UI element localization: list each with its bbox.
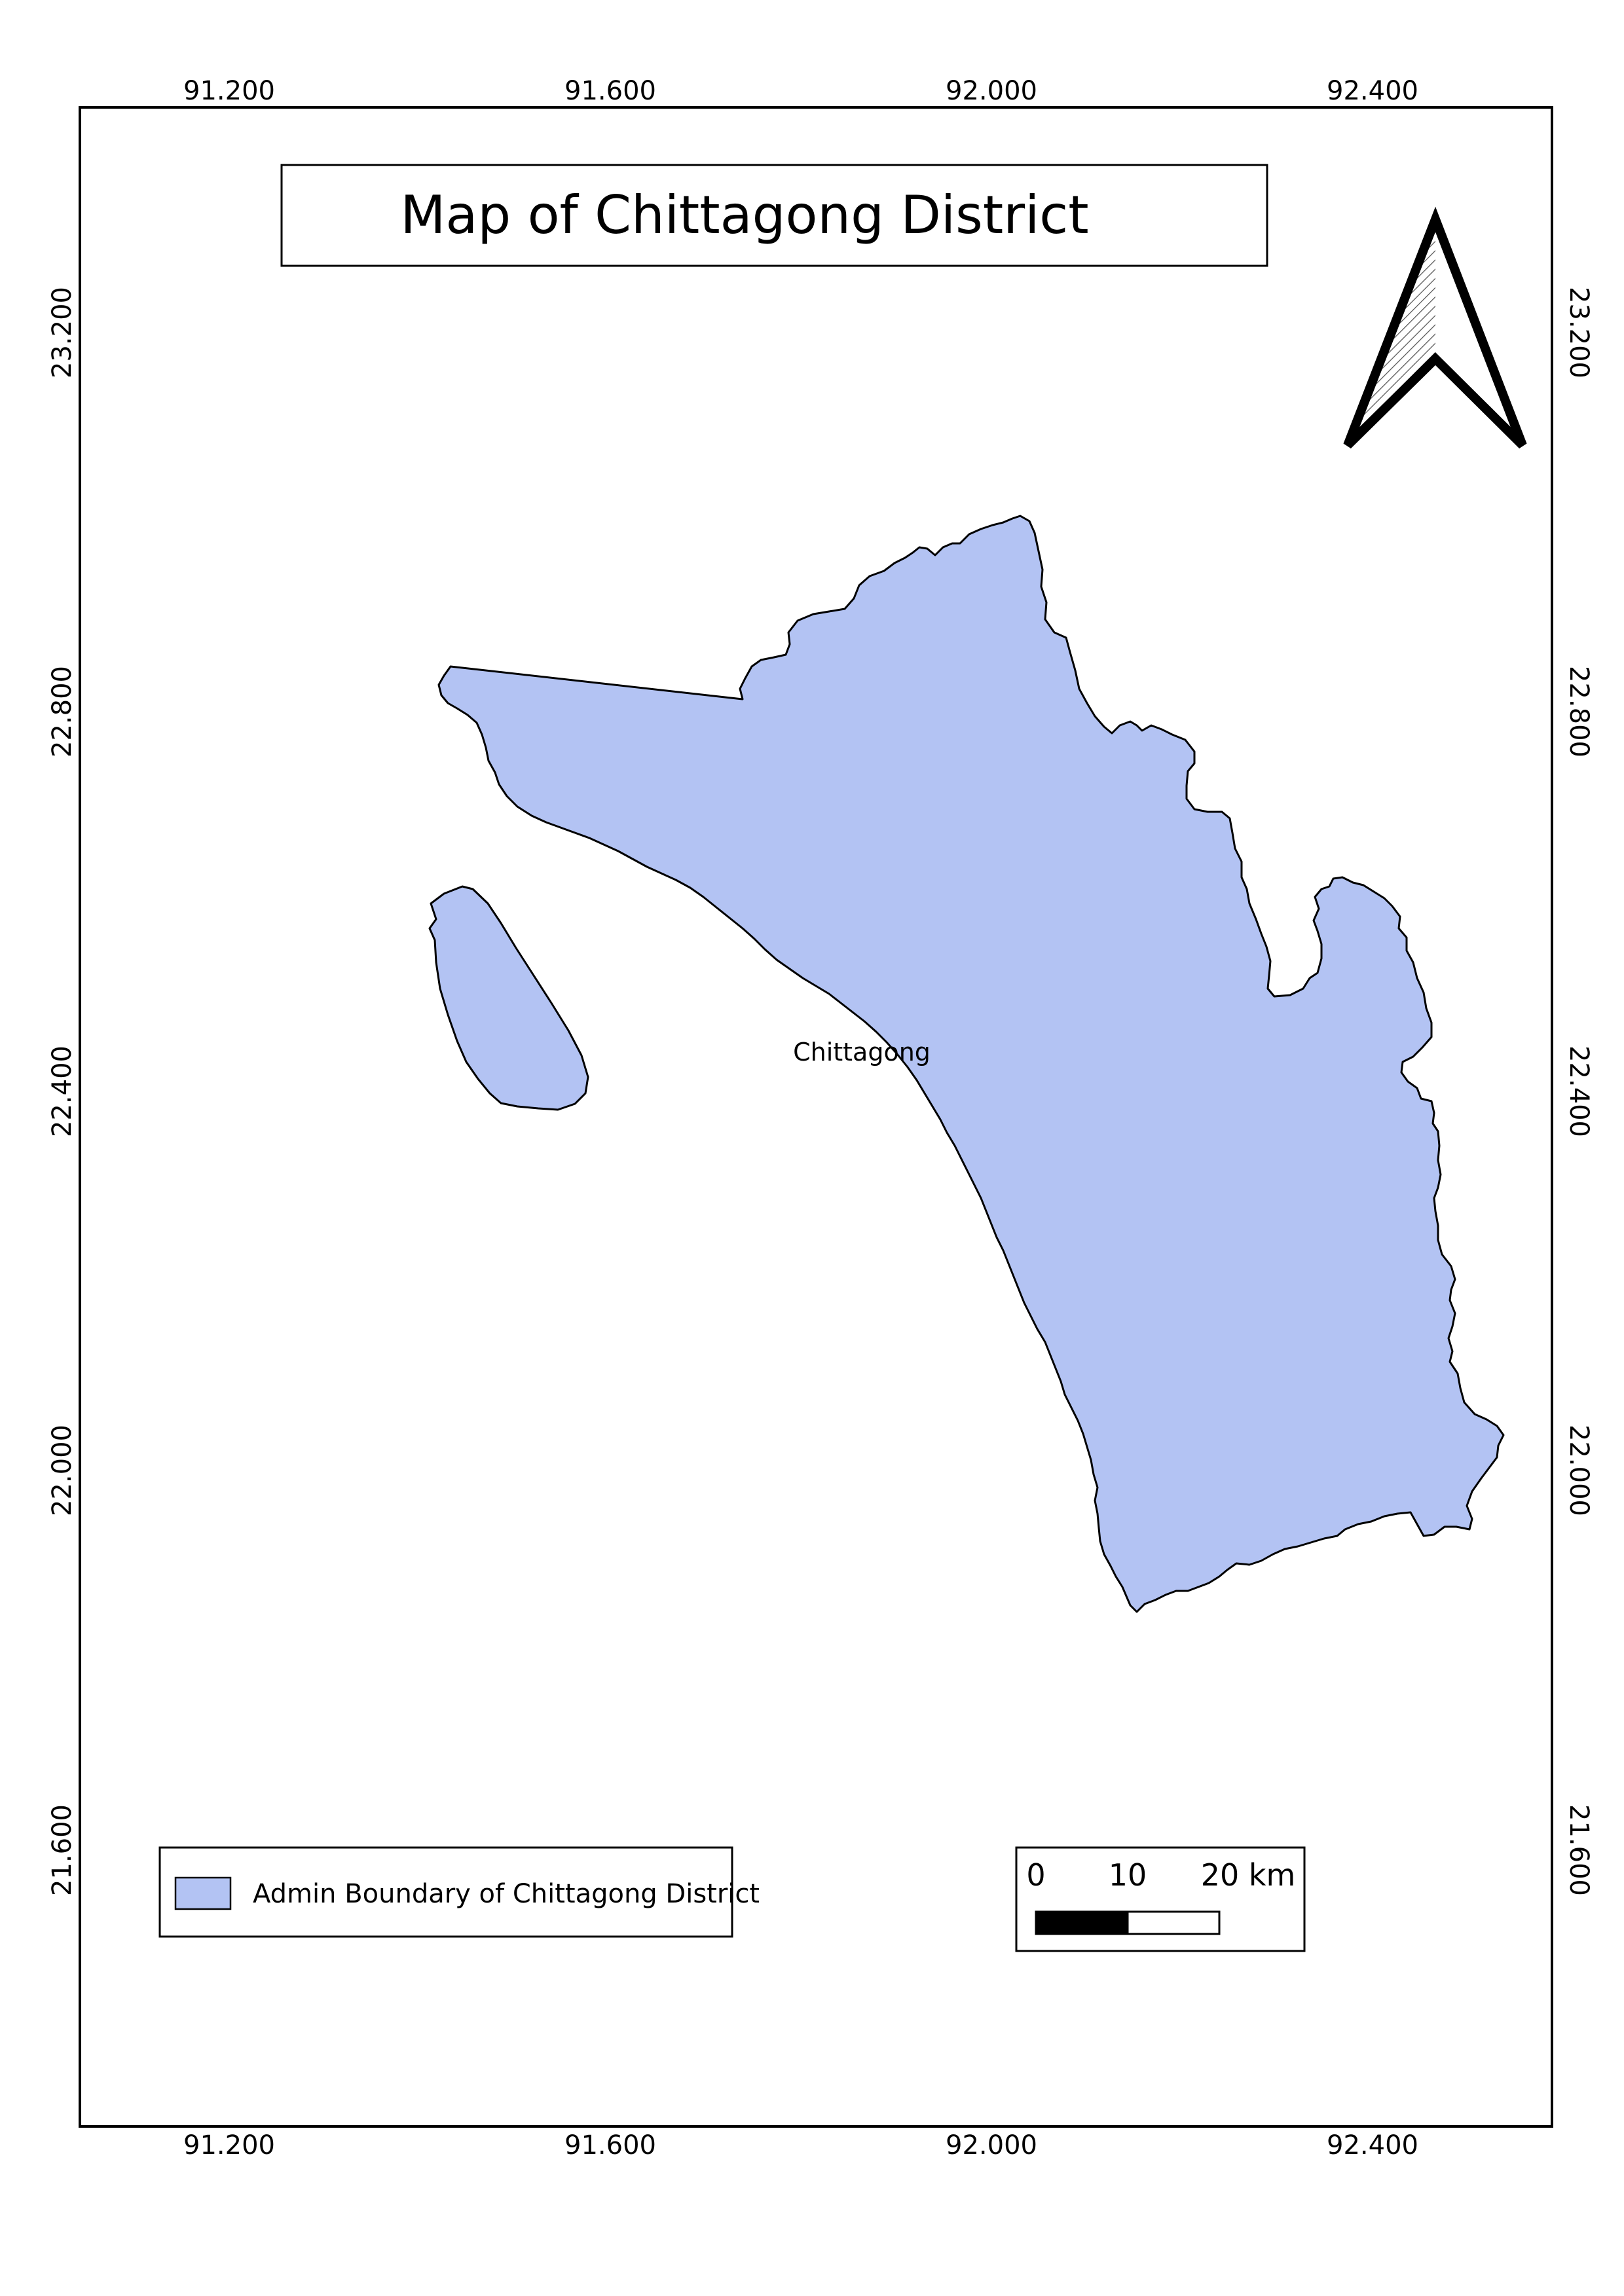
scale-bar: 0 10 20 km: [1015, 1846, 1306, 1952]
island-boundary: [428, 885, 589, 1111]
left-tick-label: 22.800: [47, 666, 77, 757]
bottom-tick-label: 91.200: [183, 2130, 275, 2160]
right-tick-label: 23.200: [1564, 287, 1594, 378]
left-tick-label: 23.200: [47, 287, 77, 378]
right-tick-label: 22.800: [1564, 666, 1594, 757]
top-tick-label: 92.400: [1327, 76, 1418, 106]
title-box: Map of Chittagong District: [280, 164, 1268, 267]
scale-label-20: 20 km: [1201, 1857, 1296, 1893]
top-tick-label: 91.200: [183, 76, 275, 106]
bottom-tick-label: 91.600: [564, 2130, 656, 2160]
top-axis-labels: 91.200 91.600 92.000 92.400: [183, 76, 1418, 106]
bottom-axis-labels: 91.200 91.600 92.000 92.400: [183, 2130, 1418, 2160]
district-region: [437, 515, 1505, 1613]
scale-segment-black: [1035, 1910, 1129, 1935]
right-axis-labels: 23.200 22.800 22.400 22.000 21.600: [1564, 287, 1594, 1896]
place-label-chittagong: Chittagong: [793, 1038, 931, 1066]
left-tick-label: 22.000: [47, 1425, 77, 1516]
map-frame: [79, 106, 1553, 2128]
bottom-tick-label: 92.400: [1327, 2130, 1418, 2160]
scale-label-10: 10: [1109, 1857, 1147, 1893]
right-tick-label: 21.600: [1564, 1804, 1594, 1896]
scale-segment-white: [1126, 1910, 1221, 1935]
legend-swatch: [174, 1876, 232, 1910]
scale-label-0: 0: [1026, 1857, 1045, 1893]
map-title: Map of Chittagong District: [400, 185, 1088, 246]
left-tick-label: 22.400: [47, 1046, 77, 1137]
legend-box: [158, 1846, 733, 1938]
top-tick-label: 92.000: [946, 76, 1037, 106]
left-axis-labels: 23.200 22.800 22.400 22.000 21.600: [47, 287, 77, 1896]
legend-label: Admin Boundary of Chittagong District: [253, 1879, 760, 1909]
left-tick-label: 21.600: [47, 1804, 77, 1896]
top-tick-label: 91.600: [564, 76, 656, 106]
bottom-tick-label: 92.000: [946, 2130, 1037, 2160]
right-tick-label: 22.000: [1564, 1425, 1594, 1516]
legend: Admin Boundary of Chittagong District: [158, 1846, 760, 1938]
north-arrow-icon: [1343, 206, 1527, 448]
right-tick-label: 22.400: [1564, 1046, 1594, 1137]
